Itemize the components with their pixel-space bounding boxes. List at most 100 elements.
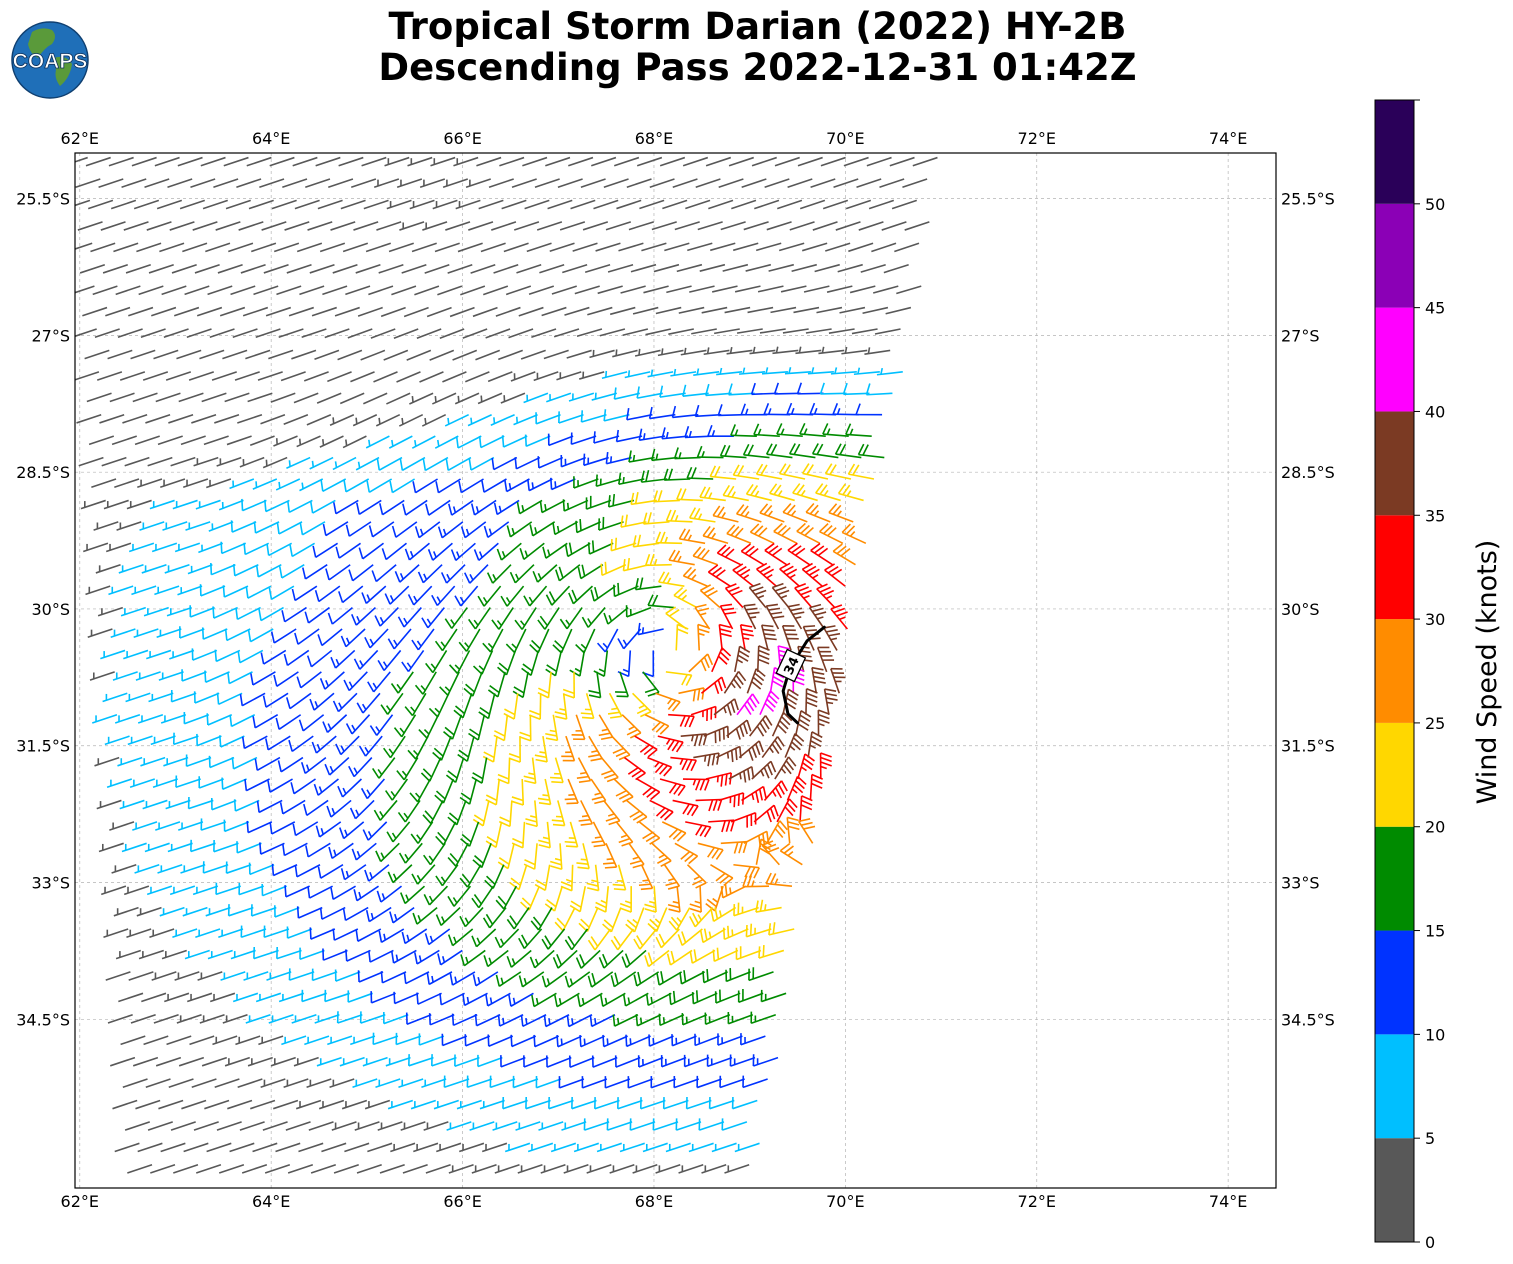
wind-barb xyxy=(283,1078,309,1089)
wind-barb xyxy=(481,1142,508,1153)
wind-barb xyxy=(252,478,278,490)
wind-barb xyxy=(506,907,530,930)
wind-barb xyxy=(633,971,660,987)
wind-barb xyxy=(128,542,155,553)
wind-barb xyxy=(330,221,356,231)
wind-barb xyxy=(384,778,409,801)
wind-barb xyxy=(689,949,716,964)
wind-barb xyxy=(580,178,606,188)
wind-barb xyxy=(443,1075,470,1089)
wind-barb xyxy=(437,521,464,539)
wind-barb xyxy=(728,156,754,167)
wind-barb xyxy=(439,671,460,696)
wind-barb xyxy=(197,971,223,981)
wind-barb xyxy=(284,885,310,898)
wind-barb xyxy=(809,773,823,801)
wind-barb xyxy=(568,585,594,605)
wind-barb xyxy=(510,371,536,382)
wind-barb xyxy=(587,306,613,316)
wind-barb xyxy=(531,328,557,338)
wind-barb xyxy=(145,413,171,424)
wind-barb xyxy=(841,523,867,545)
wind-barb xyxy=(636,778,661,801)
wind-barb xyxy=(576,328,603,338)
wind-barb xyxy=(719,444,747,459)
wind-barb xyxy=(178,1056,205,1067)
wind-barb xyxy=(357,306,383,317)
wind-barb xyxy=(316,1056,342,1067)
wind-barb xyxy=(454,585,479,607)
wind-barb xyxy=(753,423,780,437)
wind-barb xyxy=(659,778,686,797)
wind-barb xyxy=(439,992,465,1006)
wind-barb xyxy=(164,992,190,1003)
wind-barb xyxy=(241,498,267,512)
wind-barb xyxy=(475,349,501,361)
wind-barb xyxy=(146,221,172,231)
wind-barb xyxy=(442,371,467,383)
lon-tick-label-bottom: 64°E xyxy=(252,1192,290,1211)
wind-barb xyxy=(397,607,422,628)
wind-barb xyxy=(678,1163,704,1174)
wind-barb xyxy=(121,842,147,853)
wind-barb xyxy=(360,778,386,800)
wind-barb xyxy=(701,306,728,314)
wind-barb xyxy=(245,585,272,599)
wind-barb xyxy=(626,408,653,421)
wind-barb xyxy=(663,468,691,481)
wind-barb xyxy=(724,1163,750,1174)
wind-barb xyxy=(823,625,841,651)
wind-barb xyxy=(342,435,367,449)
wind-barb xyxy=(722,484,749,502)
wind-barb xyxy=(607,263,634,273)
wind-barb xyxy=(144,842,170,853)
wind-barb xyxy=(434,435,459,449)
wind-barb xyxy=(537,607,560,630)
wind-barb xyxy=(549,242,575,253)
wind-barb xyxy=(763,780,788,801)
wind-barb xyxy=(225,861,252,874)
wind-barb xyxy=(628,221,654,231)
wind-barb xyxy=(189,1035,215,1046)
wind-barb xyxy=(751,760,777,780)
wind-barb xyxy=(229,714,256,728)
wind-barb xyxy=(650,448,678,462)
wind-barb xyxy=(111,435,138,446)
wind-barb xyxy=(894,242,920,253)
wind-barb xyxy=(447,263,473,274)
wind-barb xyxy=(163,756,189,767)
wind-barb xyxy=(452,349,478,361)
wind-barb xyxy=(664,242,690,252)
wind-barb xyxy=(133,199,160,210)
wind-barb xyxy=(624,370,651,379)
wind-barb xyxy=(696,1075,722,1089)
wind-barb xyxy=(819,752,832,780)
wind-barb xyxy=(629,1118,656,1131)
wind-barb xyxy=(230,949,256,960)
wind-barb xyxy=(636,386,663,399)
wind-barb xyxy=(311,968,338,982)
wind-barb xyxy=(518,928,543,950)
wind-barb xyxy=(291,585,318,602)
wind-barb xyxy=(196,306,223,317)
wind-barb xyxy=(784,732,805,758)
wind-barb xyxy=(495,885,518,910)
wind-barb xyxy=(94,328,120,338)
wind-barb xyxy=(332,263,358,274)
wind-barb xyxy=(345,714,371,735)
wind-barb xyxy=(363,199,389,210)
wind-barb xyxy=(172,928,198,939)
wind-barb xyxy=(384,156,410,167)
wind-barb xyxy=(618,242,644,252)
wind-barb xyxy=(786,816,800,844)
wind-barb xyxy=(716,544,742,566)
wind-barb xyxy=(422,456,449,472)
wind-barb xyxy=(356,1163,382,1174)
wind-barb xyxy=(858,221,884,231)
wind-barb xyxy=(102,692,128,703)
wind-barb xyxy=(605,451,632,465)
wind-barb xyxy=(578,907,599,932)
wind-barb xyxy=(554,992,580,1008)
wind-barb xyxy=(588,735,603,762)
wind-barb xyxy=(124,456,150,467)
